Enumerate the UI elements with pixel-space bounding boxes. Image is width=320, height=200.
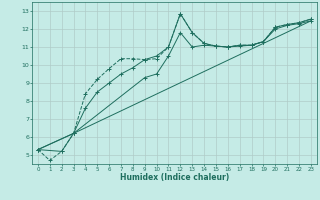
- X-axis label: Humidex (Indice chaleur): Humidex (Indice chaleur): [120, 173, 229, 182]
